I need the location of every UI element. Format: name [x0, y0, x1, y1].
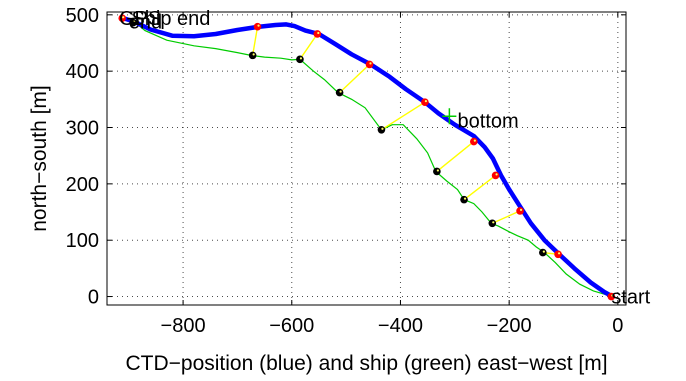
x-tick-label: −800	[161, 315, 206, 337]
series-layer	[121, 15, 615, 299]
marker-highlight	[339, 90, 342, 93]
ctd-position-marker	[491, 171, 500, 180]
ctd-position-marker	[607, 292, 616, 301]
ship-position-marker	[377, 125, 386, 134]
marker-highlight	[132, 20, 136, 23]
x-tick-label: −200	[487, 315, 532, 337]
ship-position-marker	[129, 18, 137, 27]
ctd-position-marker	[554, 250, 562, 259]
y-tick-label: 200	[66, 174, 99, 196]
link-line	[436, 141, 475, 173]
y-tick-label: 500	[66, 5, 99, 27]
x-tick-label: −400	[378, 315, 423, 337]
ctd-position-marker	[365, 60, 374, 69]
x-tick-label: −600	[269, 315, 314, 337]
annotation-label: GPS	[119, 8, 161, 30]
ship-position-marker	[488, 219, 497, 228]
marker-layer	[118, 14, 616, 301]
link-line	[492, 210, 521, 224]
y-tick-label: 400	[66, 61, 99, 83]
marker-highlight	[519, 208, 523, 212]
marker-highlight	[369, 62, 372, 65]
ctd-position-marker	[118, 14, 127, 22]
ship-position-marker	[460, 195, 468, 204]
y-tick-label: 300	[66, 118, 99, 140]
x-tick-label: 0	[612, 315, 623, 337]
link-line	[381, 101, 426, 131]
ctd-position-marker	[516, 207, 524, 215]
ship-position-marker	[539, 248, 547, 257]
marker-highlight	[299, 57, 303, 60]
ctd-position-marker	[253, 22, 262, 31]
tick-layer: −800 −600 −400 −200 0 0 100 200 300 400 500	[66, 5, 626, 337]
marker-highlight	[542, 250, 545, 253]
annotation-label: bottom	[458, 111, 519, 133]
marker-highlight	[424, 100, 428, 103]
y-tick-label: 0	[88, 287, 99, 309]
marker-highlight	[557, 252, 561, 255]
marker-highlight	[252, 53, 255, 56]
ship-position-marker	[248, 51, 257, 60]
ship-position-marker	[433, 167, 441, 176]
ctd-position-marker	[313, 30, 322, 38]
annotation-label: Ship end	[131, 8, 210, 30]
marker-highlight	[317, 31, 320, 35]
annotation-label: end	[129, 12, 162, 34]
link-line	[339, 63, 370, 94]
plot-frame	[106, 11, 627, 306]
marker-highlight	[122, 16, 125, 19]
x-axis-label: CTD−position (blue) and ship (green) eas…	[125, 352, 607, 375]
ctd-position-marker	[470, 137, 478, 146]
marker-highlight	[611, 294, 614, 297]
y-axis-label: north−south [m]	[28, 85, 51, 232]
link-line	[299, 33, 318, 60]
ctd-track-line	[121, 15, 615, 299]
ship-position-marker	[296, 55, 304, 64]
y-tick-label: 100	[66, 230, 99, 252]
ship-position-marker	[335, 88, 344, 97]
marker-highlight	[257, 24, 260, 27]
ctd-position-marker	[421, 98, 429, 106]
grid	[107, 12, 626, 305]
marker-highlight	[492, 221, 495, 224]
marker-highlight	[473, 139, 476, 142]
link-line	[463, 174, 496, 201]
marker-highlight	[381, 127, 384, 130]
annotation-label: start	[611, 287, 650, 309]
marker-highlight	[495, 173, 498, 176]
marker-highlight	[463, 197, 467, 200]
link-line	[251, 26, 259, 56]
marker-highlight	[436, 169, 439, 172]
